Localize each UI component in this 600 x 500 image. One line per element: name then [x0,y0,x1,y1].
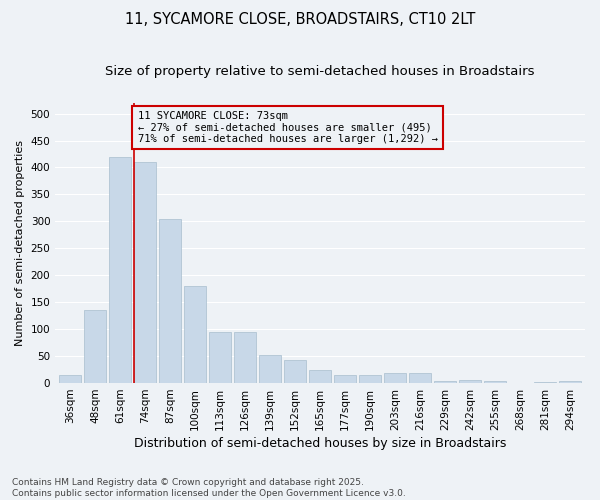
Bar [234,332,256,383]
Bar [459,380,481,383]
Bar [109,156,131,383]
Bar [409,374,431,383]
Bar [309,370,331,383]
Bar [59,375,82,383]
Bar [534,382,556,383]
Bar [284,360,307,383]
Y-axis label: Number of semi-detached properties: Number of semi-detached properties [15,140,25,346]
X-axis label: Distribution of semi-detached houses by size in Broadstairs: Distribution of semi-detached houses by … [134,437,506,450]
Bar [159,218,181,383]
Bar [384,374,406,383]
Bar [259,354,281,383]
Text: 11, SYCAMORE CLOSE, BROADSTAIRS, CT10 2LT: 11, SYCAMORE CLOSE, BROADSTAIRS, CT10 2L… [125,12,475,28]
Bar [484,381,506,383]
Bar [334,375,356,383]
Bar [184,286,206,383]
Bar [359,375,382,383]
Text: 11 SYCAMORE CLOSE: 73sqm
← 27% of semi-detached houses are smaller (495)
71% of : 11 SYCAMORE CLOSE: 73sqm ← 27% of semi-d… [137,111,437,144]
Title: Size of property relative to semi-detached houses in Broadstairs: Size of property relative to semi-detach… [106,65,535,78]
Text: Contains HM Land Registry data © Crown copyright and database right 2025.
Contai: Contains HM Land Registry data © Crown c… [12,478,406,498]
Bar [509,382,531,383]
Bar [84,310,106,383]
Bar [209,332,232,383]
Bar [434,381,456,383]
Bar [559,382,581,383]
Bar [134,162,157,383]
